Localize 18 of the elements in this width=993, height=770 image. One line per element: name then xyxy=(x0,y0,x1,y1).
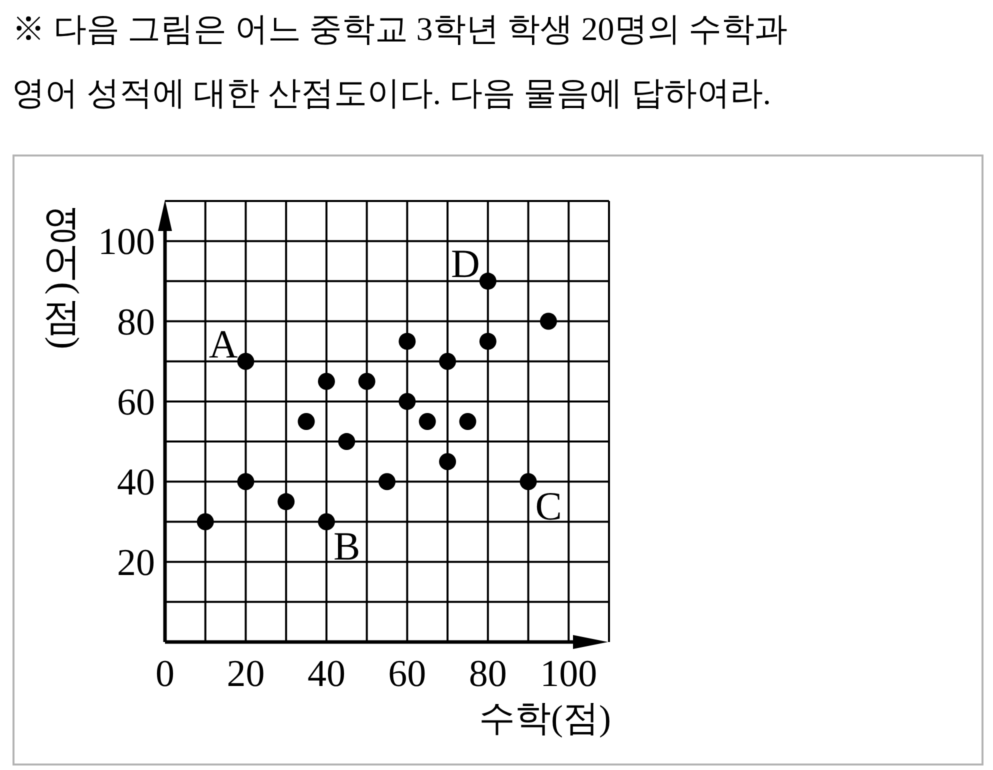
xtick: 100 xyxy=(540,653,598,695)
xtick: 0 xyxy=(156,653,174,695)
ytick: 40 xyxy=(117,462,155,504)
title: ※ 다음 그림은 어느 중학교 3학년 학생 20명의 수학과 영어 성적에 대한 산점도이다. 다음 물음에 답하여라. xyxy=(12,12,788,112)
xtick: 20 xyxy=(226,653,265,695)
ytick: 20 xyxy=(117,542,155,584)
ytick: 80 xyxy=(117,301,155,344)
annotation: B xyxy=(333,524,360,569)
ylabel: 영어(점) xyxy=(43,204,86,350)
annotation: A xyxy=(208,321,238,366)
xtick: 60 xyxy=(388,653,426,695)
annotation: C xyxy=(535,484,562,529)
annotation: D xyxy=(451,241,480,286)
xlabel: 수학(점) xyxy=(479,698,611,738)
ytick: 100 xyxy=(98,221,155,264)
ytick: 60 xyxy=(117,381,155,424)
xtick: 80 xyxy=(468,653,507,695)
xtick: 40 xyxy=(307,653,346,695)
